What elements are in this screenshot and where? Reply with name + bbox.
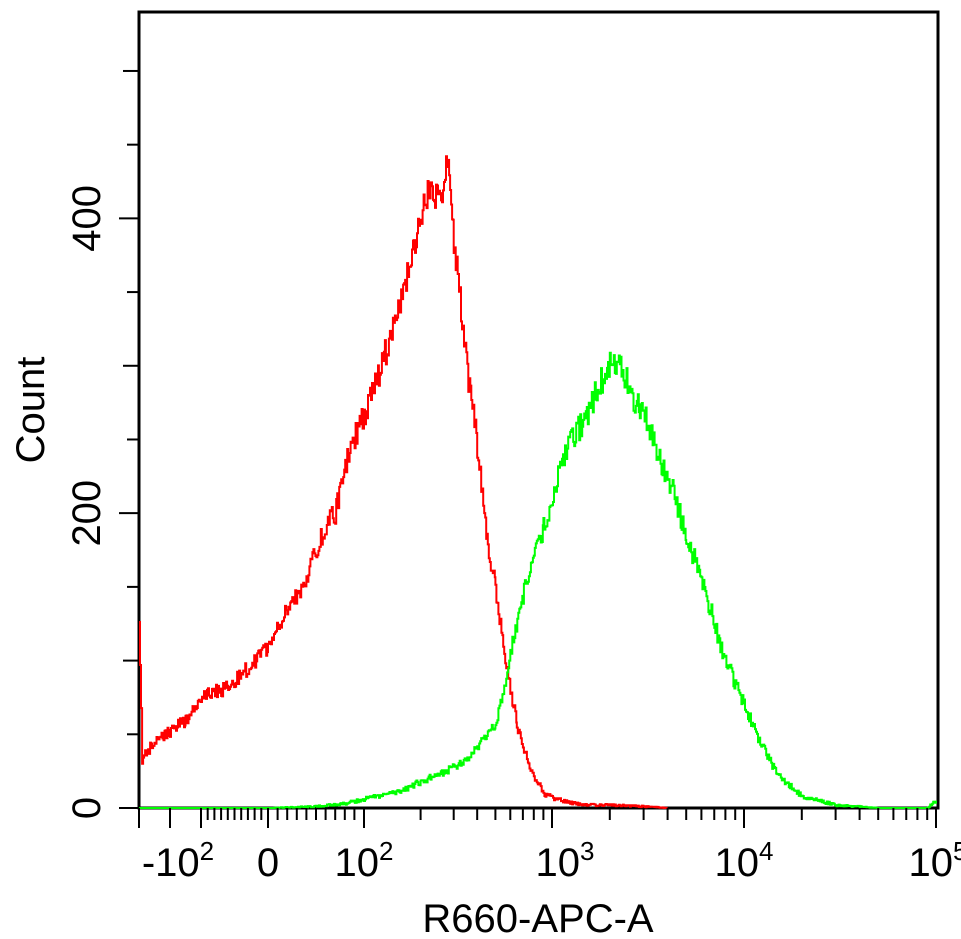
x-tick-label: 102 (335, 836, 394, 885)
y-tick-label: 400 (65, 185, 109, 252)
series-layer (139, 155, 937, 809)
y-tick-label: 0 (65, 797, 109, 819)
y-tick-label: 200 (65, 480, 109, 547)
y-axis: 0 200 400 (65, 69, 139, 819)
series-line-stained (139, 351, 937, 809)
x-tick-label: 0 (257, 841, 279, 885)
x-tick-label: 103 (536, 836, 595, 885)
x-tick-label: -102 (142, 836, 214, 885)
x-tick-label: 104 (715, 836, 774, 885)
x-axis: -102 0 102 103 104 105 (138, 808, 961, 885)
x-axis-title: R660-APC-A (422, 897, 654, 939)
x-tick-label: 105 (909, 836, 961, 885)
y-axis-title: Count (9, 357, 53, 464)
series-line-control (139, 155, 668, 809)
plot-frame (137, 10, 940, 810)
